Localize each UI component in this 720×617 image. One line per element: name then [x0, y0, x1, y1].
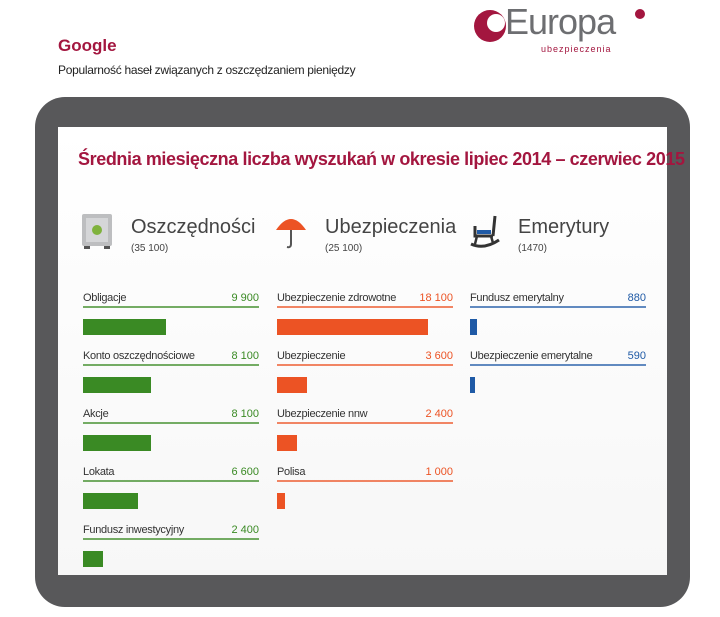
bar-value-label: 8 100	[231, 350, 259, 362]
rocking-chair-icon	[470, 215, 500, 248]
bar-label-underline	[277, 422, 453, 424]
bar-label-underline	[83, 538, 259, 540]
tablet-screen	[58, 127, 667, 575]
bar-label: Ubezpieczenie zdrowotne	[277, 292, 397, 304]
bar	[277, 493, 286, 509]
bar-label: Ubezpieczenie nnw	[277, 408, 368, 420]
bar-label: Ubezpieczenie emerytalne	[470, 350, 593, 362]
bar	[83, 377, 151, 393]
bar-value-label: 590	[627, 350, 646, 362]
bar-value-label: 8 100	[231, 408, 259, 420]
bar-value-label: 1 000	[425, 466, 453, 478]
bar-value-label: 880	[627, 292, 646, 304]
category-total: (35 100)	[131, 243, 169, 254]
bar	[83, 319, 166, 335]
bar	[277, 435, 298, 451]
bar-label: Obligacje	[83, 292, 127, 304]
bar-label-underline	[83, 306, 259, 308]
bar-label: Konto oszczędnościowe	[83, 350, 195, 362]
bar-label-underline	[83, 364, 259, 366]
bar	[83, 493, 139, 509]
page-title: Google	[58, 36, 117, 55]
category-name: Oszczędności	[131, 216, 256, 238]
category-total: (25 100)	[325, 243, 363, 254]
logo-subtext: ubezpieczenia	[541, 44, 612, 54]
bar	[83, 435, 151, 451]
page-subtitle: Popularność haseł związanych z oszczędza…	[58, 63, 356, 77]
bar-label-underline	[83, 422, 259, 424]
bar-label: Fundusz emerytalny	[470, 292, 564, 304]
category-name: Ubezpieczenia	[325, 216, 457, 238]
bar-value-label: 18 100	[419, 292, 453, 304]
bar	[277, 377, 308, 393]
bar-value-label: 3 600	[425, 350, 453, 362]
category-total: (1470)	[518, 243, 547, 254]
category-name: Emerytury	[518, 216, 610, 238]
bar	[277, 319, 428, 335]
bar-value-label: 6 600	[231, 466, 259, 478]
bar-label-underline	[470, 306, 646, 308]
bar-label-underline	[277, 480, 453, 482]
bar-label: Polisa	[277, 466, 306, 478]
bar	[470, 377, 475, 393]
logo-text: Europa	[505, 1, 616, 42]
bar-label: Fundusz inwestycyjny	[83, 524, 184, 536]
umbrella-icon	[276, 219, 306, 249]
bar	[83, 551, 104, 567]
bar-label-underline	[277, 306, 453, 308]
bar-label: Lokata	[83, 466, 115, 478]
bar-value-label: 2 400	[231, 524, 259, 536]
bar-label: Ubezpieczenie	[277, 350, 346, 362]
bar-label-underline	[83, 480, 259, 482]
bar-label: Akcje	[83, 408, 109, 420]
bar-label-underline	[277, 364, 453, 366]
bar	[470, 319, 478, 335]
bar-value-label: 9 900	[231, 292, 259, 304]
europa-logo-icon	[474, 9, 645, 42]
safe-icon	[82, 214, 112, 249]
chart-title: Średnia miesięczna liczba wyszukań w okr…	[78, 149, 685, 169]
bar-label-underline	[470, 364, 646, 366]
bar-value-label: 2 400	[425, 408, 453, 420]
